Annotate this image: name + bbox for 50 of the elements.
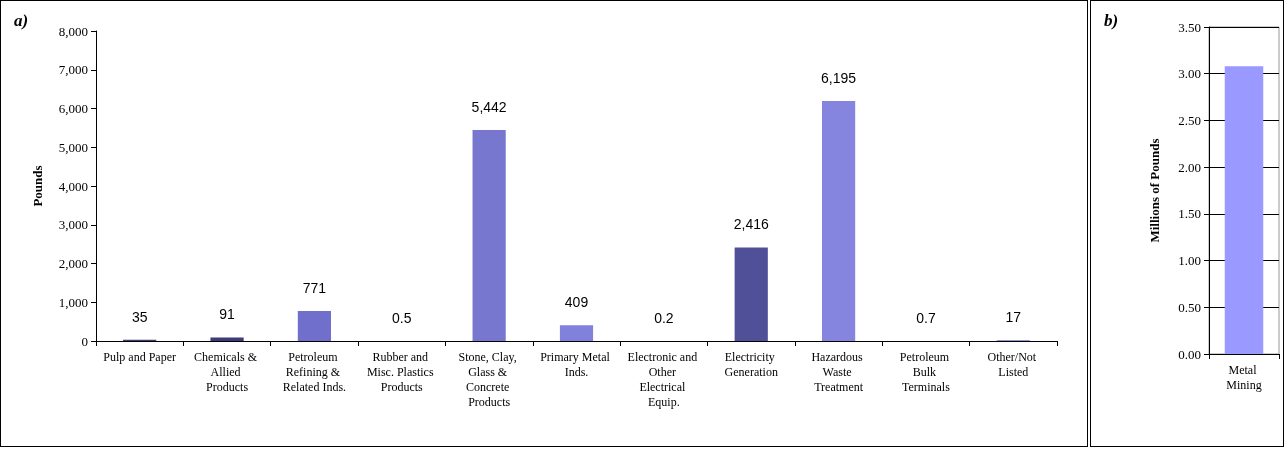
x-tick-label: Rubber and Misc. Plastics Products [366, 349, 437, 394]
y-tick-label: 1.00 [1178, 253, 1201, 269]
data-label: 17 [1005, 309, 1022, 326]
bar [559, 325, 594, 341]
x-tick-label: Petroleum Refining & Related Inds. [282, 349, 347, 394]
chart-title: a) [14, 11, 29, 30]
bar [297, 311, 332, 341]
x-tick-label: Hazardous Waste Treatment [811, 349, 866, 394]
y-axis-title: Pounds [30, 165, 45, 207]
y-tick-label: 3.50 [1178, 19, 1201, 35]
data-label: 91 [219, 306, 236, 323]
x-tick-label: Stone, Clay, Glass & Concrete Products [458, 349, 520, 409]
chart-title: b) [1104, 11, 1119, 30]
y-tick-label: 2.00 [1178, 159, 1201, 175]
bar [734, 247, 768, 341]
data-label: 0.7 [916, 309, 936, 326]
x-tick-label: Other/Not Listed [987, 349, 1040, 379]
y-tick-label: 7,000 [58, 62, 88, 78]
y-tick-label: 2,000 [58, 256, 88, 271]
y-tick-label: 5,000 [58, 139, 88, 155]
bar [821, 100, 856, 341]
y-tick-label: 8,000 [58, 23, 88, 39]
data-label: 6,195 [821, 69, 857, 86]
data-label: 771 [302, 280, 327, 297]
data-label: 5,442 [471, 99, 507, 116]
bar [472, 130, 506, 341]
y-tick-label: 0.50 [1178, 299, 1201, 315]
x-tick-label: Electronic and Other Electrical Equip. [627, 349, 701, 409]
y-tick-label: 3,000 [58, 217, 88, 233]
y-tick-label: 1.50 [1178, 206, 1201, 222]
data-label: 0.5 [392, 309, 412, 326]
x-tick-label: Primary Metal Inds. [540, 349, 613, 379]
y-tick-label: 0.00 [1178, 346, 1201, 362]
x-tick-label: Pulp and Paper [103, 349, 177, 364]
y-tick-label: 4,000 [58, 178, 88, 194]
y-tick-label: 0 [81, 333, 88, 349]
y-tick-label: 1,000 [58, 294, 88, 310]
data-label: 0.2 [654, 309, 674, 326]
bar [210, 337, 244, 341]
y-axis-title: Millions of Pounds [1147, 138, 1162, 243]
data-label: 35 [131, 308, 148, 325]
y-tick-label: 6,000 [58, 101, 88, 116]
data-label: 2,416 [733, 216, 769, 233]
x-tick-label: Chemicals & Allied Products [194, 349, 261, 394]
x-tick-label: Metal Mining [1226, 362, 1262, 392]
data-label: 409 [564, 294, 589, 311]
y-tick-label: 3.00 [1178, 66, 1201, 82]
x-tick-label: Petroleum Bulk Terminals [899, 349, 953, 394]
y-tick-label: 2.50 [1178, 112, 1201, 128]
x-tick-label: Electricity Generation [724, 349, 778, 379]
